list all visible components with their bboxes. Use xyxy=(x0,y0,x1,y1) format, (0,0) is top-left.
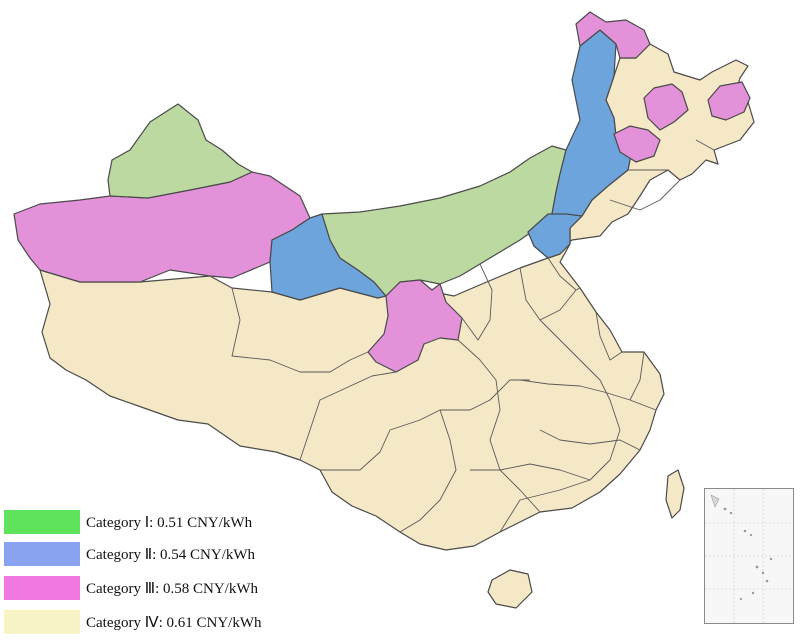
legend-label-category-4: Category Ⅳ: 0.61 CNY/kWh xyxy=(86,615,262,631)
province-borders xyxy=(209,139,715,533)
region-hebei-north-patch xyxy=(527,213,583,259)
legend-swatch-category-3 xyxy=(4,576,80,600)
region-hulunbuir-tip xyxy=(575,11,651,59)
region-hainan xyxy=(487,569,533,609)
region-taiwan xyxy=(665,469,685,519)
region-heilongjiang-east-patch xyxy=(707,81,751,121)
legend-swatch-category-2 xyxy=(4,542,80,566)
region-northern-xinjiang xyxy=(107,103,253,199)
region-ningxia-qinghai-east xyxy=(367,279,463,373)
legend-swatch-category-1 xyxy=(4,510,80,534)
legend-swatch-category-4 xyxy=(4,610,80,634)
legend: Category Ⅰ: 0.51 CNY/kWh Category Ⅱ: 0.5… xyxy=(0,508,330,642)
legend-label-category-1: Category Ⅰ: 0.51 CNY/kWh xyxy=(86,515,253,531)
region-heilongjiang-west-patch xyxy=(643,83,689,131)
region-jilin-west-patch xyxy=(613,125,661,163)
legend-label-category-2: Category Ⅱ: 0.54 CNY/kWh xyxy=(86,547,256,563)
south-china-sea-inset xyxy=(704,488,794,624)
inset-map xyxy=(705,489,793,623)
legend-label-category-3: Category Ⅲ: 0.58 CNY/kWh xyxy=(86,581,258,597)
